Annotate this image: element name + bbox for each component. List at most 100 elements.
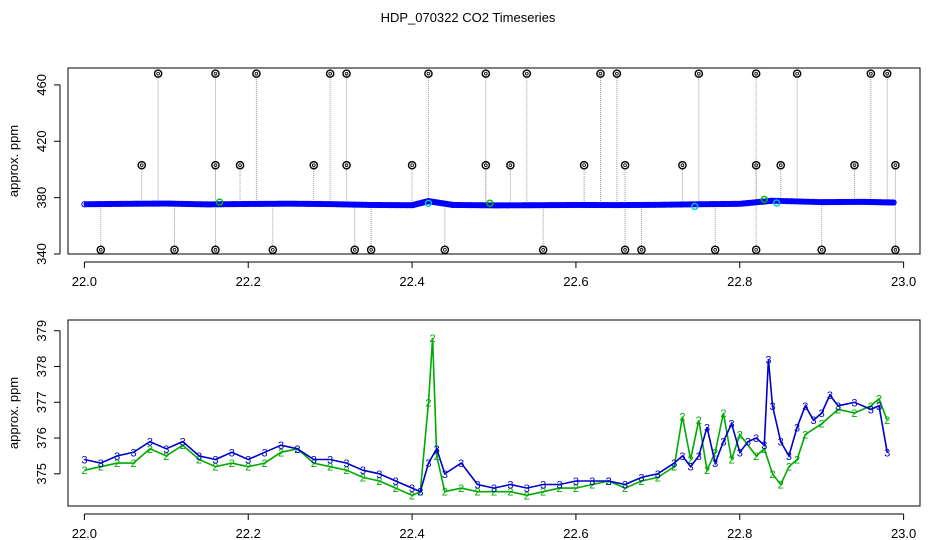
baseline-point [700, 201, 707, 208]
series-2-point-label: 2 [851, 408, 857, 420]
baseline-point [552, 202, 559, 209]
baseline-point [229, 201, 236, 208]
baseline-point [581, 201, 589, 209]
baseline-point [600, 201, 607, 209]
baseline-point [381, 201, 388, 209]
baseline-point [529, 202, 536, 209]
baseline-point [349, 201, 357, 208]
series-2-point-label: 2 [819, 419, 825, 431]
baseline-point [611, 201, 618, 209]
spike-point-inner [713, 247, 717, 252]
baseline-point [718, 200, 725, 208]
baseline-point [185, 200, 193, 208]
baseline-point [679, 201, 686, 208]
baseline-point [283, 200, 291, 207]
baseline-point [258, 200, 265, 207]
baseline-point [290, 200, 297, 207]
series-2-point-label: 2 [98, 462, 104, 474]
baseline-point [329, 201, 336, 208]
baseline-point [274, 200, 281, 207]
top-panel-y-label: approx. ppm [6, 125, 21, 197]
spike-point-inner [410, 163, 414, 168]
baseline-point [579, 201, 586, 209]
series-3-point-label: 3 [671, 458, 677, 470]
spike-point-inner [778, 163, 783, 168]
series-3-point-label: 3 [327, 455, 333, 467]
baseline-point [265, 200, 272, 207]
baseline-point [572, 201, 580, 209]
spike-point [579, 160, 589, 170]
baseline-point [568, 201, 575, 209]
spike-point-inner [172, 247, 177, 252]
series-2-point-label: 2 [81, 465, 87, 477]
spike-point [506, 160, 515, 170]
baseline-point [697, 201, 705, 208]
series-2-point-label: 2 [360, 472, 366, 484]
baseline-point [240, 200, 247, 208]
series-3-point-label: 3 [130, 447, 136, 459]
baseline-point [477, 202, 484, 209]
baseline-point [470, 202, 477, 209]
series-2-point-label: 2 [434, 451, 440, 463]
y-tick-label: 420 [34, 130, 49, 152]
baseline-point [393, 202, 400, 209]
baseline-point [336, 201, 343, 208]
baseline-point [327, 201, 334, 208]
spike-point [866, 69, 876, 78]
series-3-point-label: 3 [524, 483, 530, 495]
y-tick-label: 378 [34, 356, 49, 378]
bottom-panel-frame [67, 319, 921, 507]
baseline-point [827, 198, 834, 206]
baseline-point [720, 200, 727, 208]
baseline-point [183, 200, 190, 208]
baseline-point [520, 202, 527, 209]
baseline-point [725, 200, 732, 208]
accent-point [760, 195, 769, 204]
series-3-point-label: 3 [442, 469, 448, 481]
baseline-point [140, 200, 147, 207]
baseline-point [272, 200, 279, 207]
baseline-point [534, 202, 541, 209]
baseline-point [106, 200, 113, 208]
spike-point-inner [426, 71, 431, 76]
baseline-point [174, 200, 181, 207]
series-2-point-label: 2 [778, 480, 784, 492]
baseline-point [850, 198, 857, 206]
x-tick-label: 22.6 [563, 526, 588, 540]
baseline-point [509, 202, 516, 209]
series-2-point-label: 2 [425, 397, 431, 409]
x-tick-label: 22.4 [399, 274, 424, 289]
x-tick-label: 22.8 [727, 274, 752, 289]
accent-point [424, 199, 433, 207]
spike-point-inner [795, 71, 799, 76]
x-tick-label: 22.2 [236, 274, 261, 289]
baseline-point [201, 201, 209, 208]
series-3-point-label: 3 [827, 390, 833, 402]
baseline-point [500, 202, 507, 209]
baseline-point [297, 200, 304, 207]
baseline-point [254, 200, 261, 208]
baseline-point [515, 202, 523, 209]
accent-point [691, 202, 699, 211]
series-3-point-label: 3 [212, 455, 218, 467]
baseline-point [299, 200, 306, 207]
baseline-point [629, 201, 636, 209]
baseline-point [199, 201, 206, 208]
accent-point [486, 199, 494, 207]
spike-point [612, 69, 622, 78]
baseline-point [540, 202, 548, 209]
baseline-point [172, 200, 179, 207]
baseline-point [497, 202, 504, 209]
series-2-point-label: 2 [671, 462, 677, 474]
spike-point-inner [697, 71, 701, 76]
baseline-point [616, 201, 623, 209]
top-panel-series [81, 69, 900, 255]
x-tick-label: 23.0 [891, 274, 916, 289]
series-2-point-label: 2 [589, 480, 595, 492]
series-3-point-label: 3 [458, 458, 464, 470]
series-2-point-label: 2 [524, 490, 530, 502]
series-2-point-label: 2 [442, 487, 448, 499]
baseline-point [276, 200, 284, 207]
baseline-point [356, 201, 363, 208]
